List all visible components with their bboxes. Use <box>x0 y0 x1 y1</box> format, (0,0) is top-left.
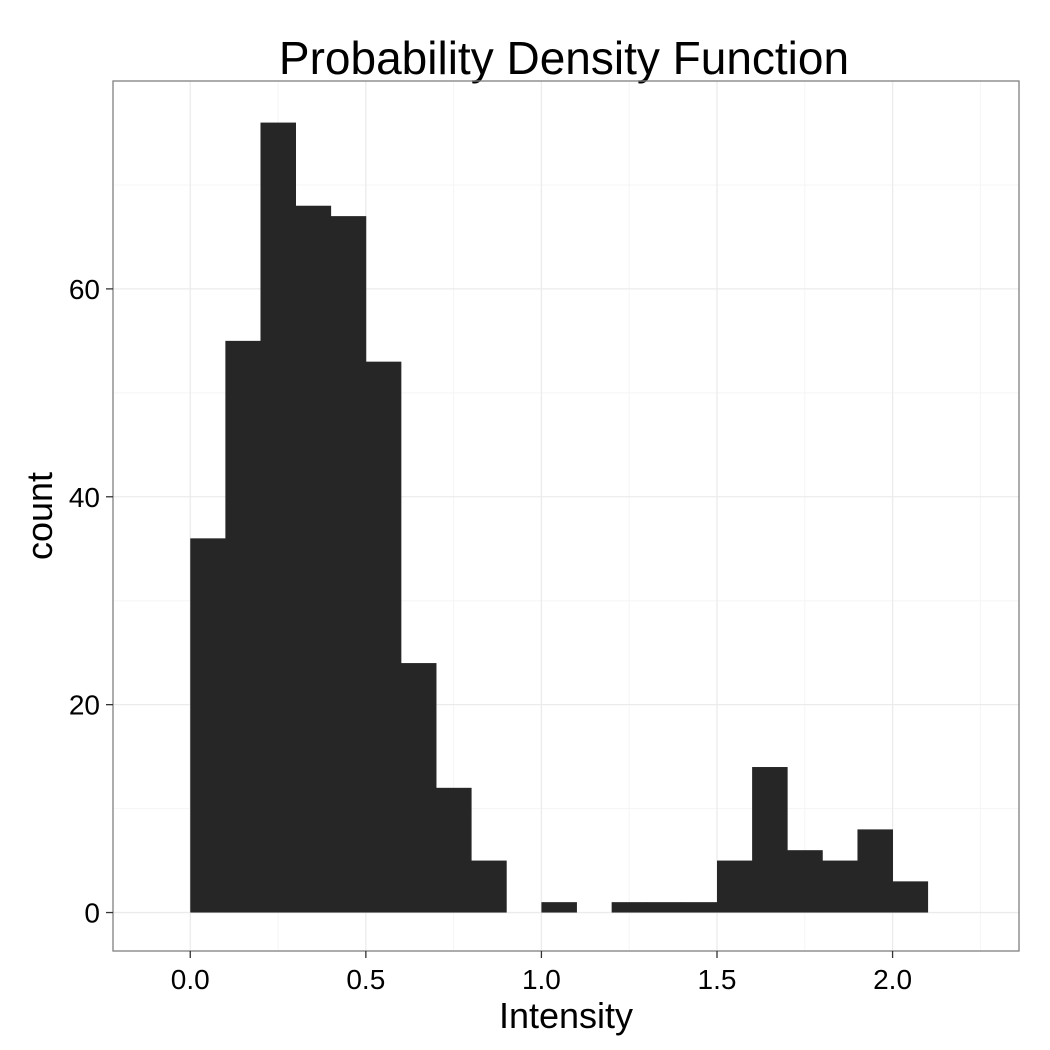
histogram-bar <box>400 663 437 913</box>
histogram-bars <box>190 122 929 913</box>
x-tick-label: 1.5 <box>698 964 737 995</box>
y-axis: 0 20 40 60 <box>69 274 113 929</box>
x-axis: 0.0 0.5 1.0 1.5 2.0 <box>171 951 912 995</box>
y-axis-title: count <box>19 472 60 560</box>
histogram-bar <box>260 122 297 913</box>
histogram-bar <box>365 361 402 913</box>
histogram-bar <box>190 538 226 913</box>
x-tick-label: 0.5 <box>346 964 385 995</box>
histogram-bar <box>471 860 507 913</box>
histogram-bar <box>787 850 823 913</box>
y-tick-label: 20 <box>69 690 100 721</box>
histogram-bar <box>611 902 648 913</box>
histogram-bar <box>330 216 367 913</box>
histogram-bar <box>752 767 788 913</box>
x-tick-label: 0.0 <box>171 964 210 995</box>
histogram-bar <box>681 902 718 913</box>
histogram-bar <box>892 881 929 913</box>
y-tick-label: 60 <box>69 274 100 305</box>
x-axis-title: Intensity <box>499 995 633 1036</box>
chart-title: Probability Density Function <box>279 32 849 84</box>
y-tick-label: 0 <box>84 898 100 929</box>
x-tick-label: 1.0 <box>522 964 561 995</box>
plot-panel <box>112 80 1020 952</box>
histogram-bar <box>822 860 858 913</box>
x-tick-label: 2.0 <box>873 964 912 995</box>
y-tick-label: 40 <box>69 482 100 513</box>
histogram-bar <box>436 787 472 913</box>
histogram-bar <box>295 205 332 913</box>
histogram-bar <box>717 860 753 913</box>
histogram-bar <box>541 902 577 913</box>
histogram-bar <box>225 340 261 913</box>
histogram-bar <box>646 902 683 913</box>
histogram-bar <box>857 829 893 913</box>
panel-border <box>112 80 1020 952</box>
